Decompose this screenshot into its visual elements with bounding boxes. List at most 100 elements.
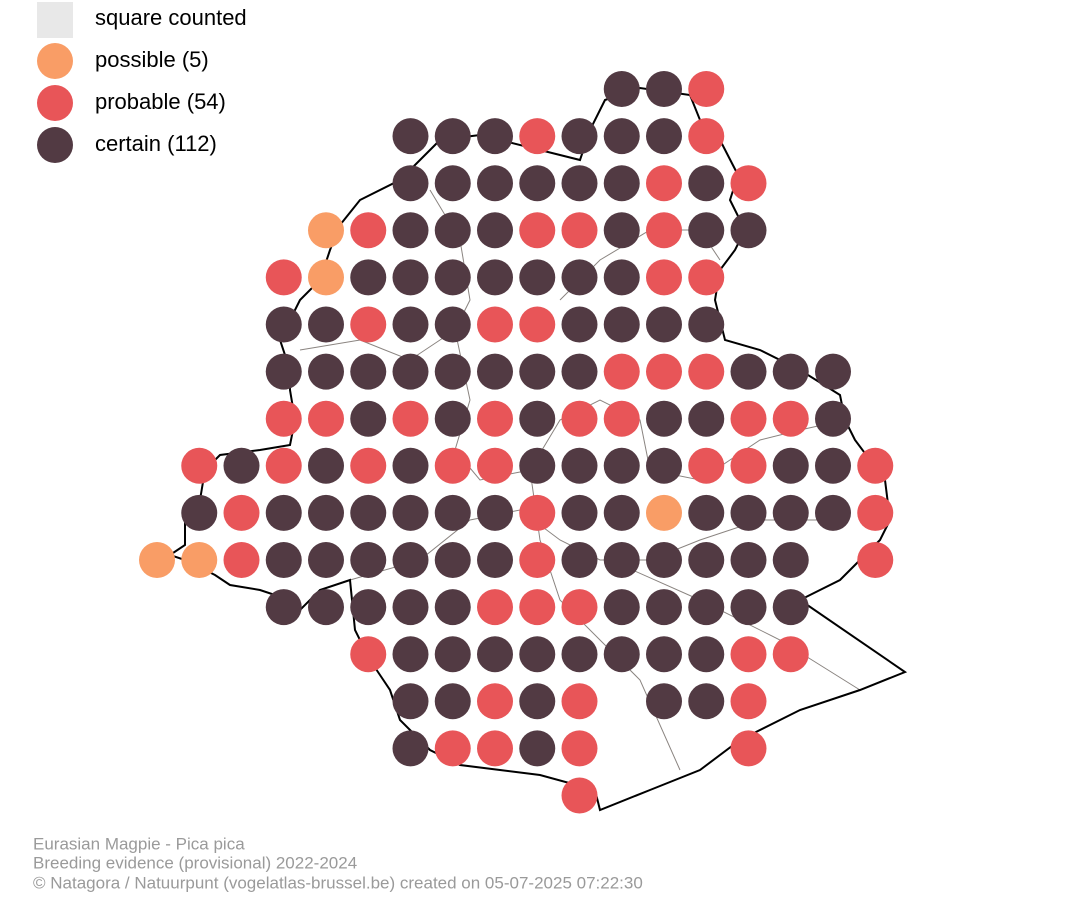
grid-dot [561,165,598,202]
grid-dot [392,683,429,720]
grid-dot [308,306,344,343]
grid-dot [392,212,429,249]
grid-dot [730,447,767,484]
grid-dot [519,542,556,578]
grid-dot [350,589,387,626]
border-line [299,329,456,361]
grid-dot [646,636,682,673]
grid-dot [857,447,894,484]
grid-dot [688,212,725,249]
grid-dot [603,494,640,531]
grid-dot [434,494,471,531]
grid-dot [688,542,725,578]
grid-dot [434,212,471,249]
grid-dot [350,306,387,343]
grid-dot [477,353,513,390]
grid-dot [772,636,809,673]
grid-dot [772,494,809,531]
grid-dot [434,542,471,578]
legend-label: certain (112) [95,131,217,156]
grid-dot [350,494,387,531]
grid-dot [772,589,809,626]
grid-dot [519,212,556,249]
grid-dot [477,400,513,437]
grid-dot [477,259,513,296]
grid-dot [561,212,598,249]
grid-dot [265,353,302,390]
grid-dot [688,118,725,155]
grid-dot [519,636,556,673]
grid-dot [688,589,725,626]
grid-dot [308,353,344,390]
grid-dot [688,400,725,437]
grid-dot [646,306,682,343]
legend-swatch [37,43,73,79]
legend-label: probable (54) [95,89,226,114]
grid-dot [223,494,260,531]
grid-dot [477,542,513,578]
grid-dot [603,212,640,249]
grid-dot [265,306,302,343]
grid-dot [730,353,767,390]
grid-dot [519,165,556,202]
grid-dot [308,589,344,626]
grid-dot [646,589,682,626]
grid-dot [181,447,218,484]
grid-dot [603,636,640,673]
footer-title: Eurasian Magpie - Pica pica [33,834,245,853]
grid-dot [350,259,387,296]
grid-dot [181,494,218,531]
grid-dot [603,589,640,626]
grid-dot [434,730,471,767]
grid-dot [688,494,725,531]
grid-dot [730,636,767,673]
grid-dot [772,447,809,484]
legend: square counted possible (5) probable (54… [37,2,247,163]
grid-dot [139,542,175,578]
grid-dot [223,447,260,484]
grid-dot [815,353,851,390]
grid-dot [519,589,556,626]
grid-dot [350,400,387,437]
grid-dot [561,683,598,720]
grid-dot [772,400,809,437]
grid-dot [434,118,471,155]
grid-dot [603,447,640,484]
legend-swatch [37,2,73,38]
grid-dot [477,589,513,626]
grid-dot [265,494,302,531]
grid-dot [519,353,556,390]
grid-dot [561,777,598,814]
grid-dot [434,447,471,484]
grid-dot [815,447,851,484]
grid-dot [392,306,429,343]
grid-dot [646,212,682,249]
grid-dot [603,542,640,578]
legend-label: possible (5) [95,47,209,72]
grid-dot [350,353,387,390]
border-line [609,559,861,691]
grid-dot [392,400,429,437]
grid-dot [561,306,598,343]
grid-dot [688,636,725,673]
grid-dot [688,71,725,107]
grid-dot [646,542,682,578]
grid-dot [603,259,640,296]
grid-dot [561,447,598,484]
grid-dot [265,589,302,626]
grid-dot [646,400,682,437]
footer-subtitle: Breeding evidence (provisional) 2022-202… [33,853,357,872]
grid-dot [392,542,429,578]
grid-dot [392,447,429,484]
grid-dot [392,494,429,531]
grid-dot [688,447,725,484]
grid-dot [477,118,513,155]
grid-dot [646,165,682,202]
grid-dot [688,259,725,296]
grid-dot [561,730,598,767]
grid-dot [265,447,302,484]
grid-dot [392,589,429,626]
footer: Eurasian Magpie - Pica pica Breeding evi… [33,834,643,892]
grid-dot [772,542,809,578]
